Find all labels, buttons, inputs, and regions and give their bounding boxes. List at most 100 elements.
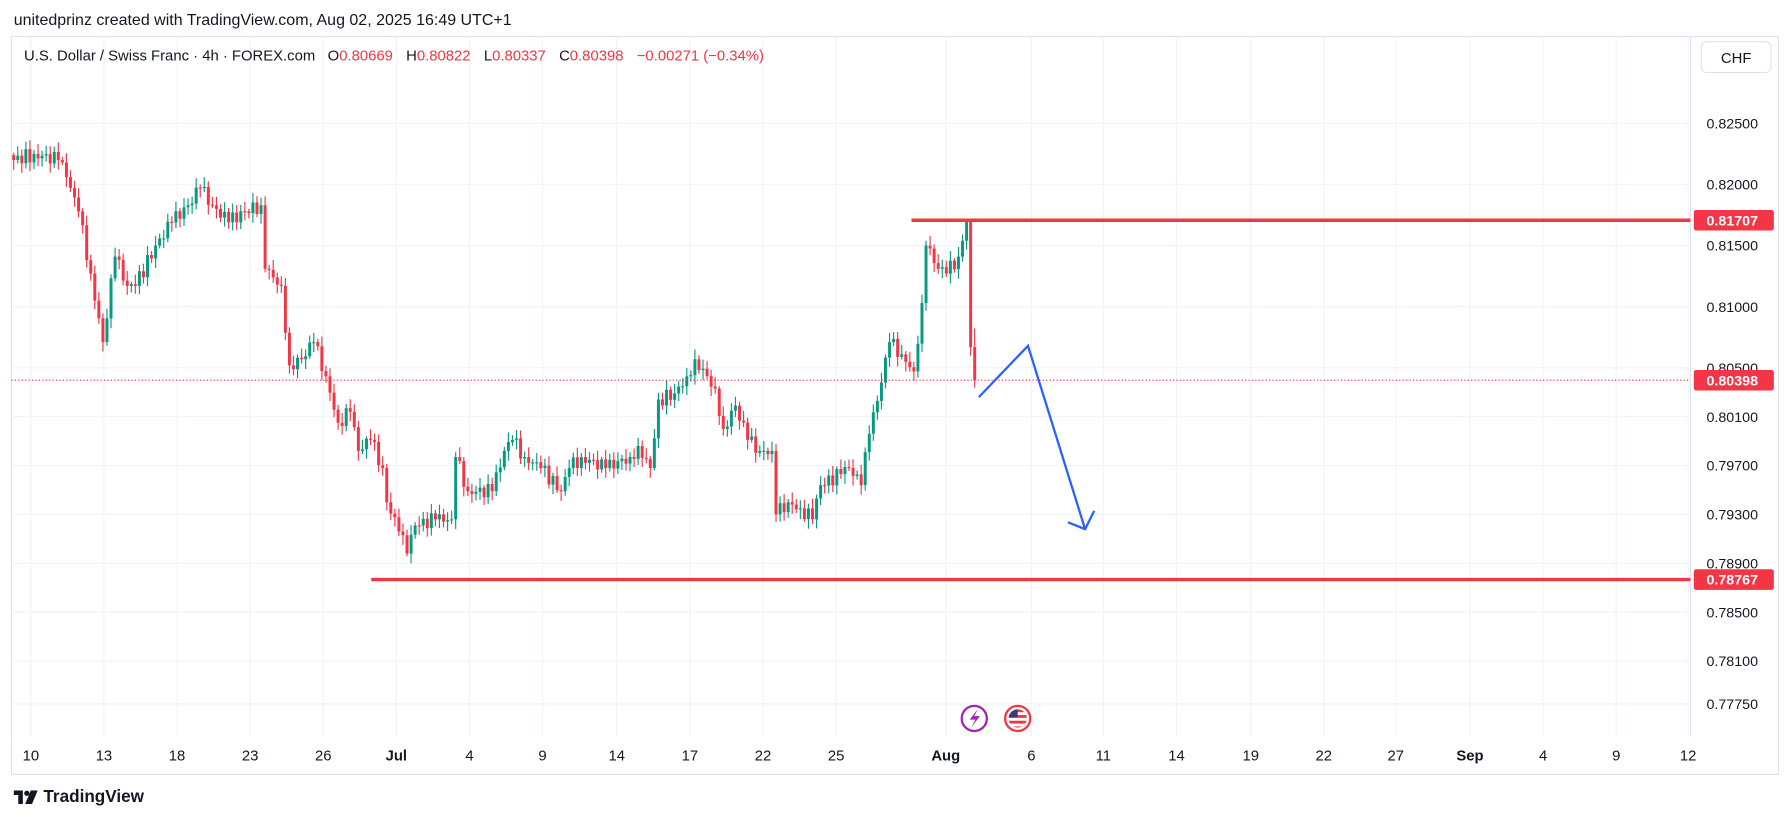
candle-body	[97, 300, 101, 319]
candle-body	[68, 177, 72, 188]
candle-body	[263, 205, 267, 269]
candle-body	[640, 446, 644, 458]
candle-body	[543, 465, 547, 469]
candle	[709, 369, 713, 397]
candle	[575, 447, 579, 477]
candle	[223, 202, 227, 227]
currency-button[interactable]: CHF	[1700, 41, 1772, 74]
candle	[624, 448, 628, 471]
candle	[97, 292, 101, 324]
candle-body	[600, 459, 604, 470]
candle	[190, 196, 194, 214]
candle	[24, 141, 28, 169]
candle-body	[397, 517, 401, 532]
candle-body	[474, 491, 478, 494]
grid	[11, 36, 1691, 737]
candle	[356, 420, 360, 461]
candle-body	[24, 149, 28, 164]
candle	[762, 441, 766, 461]
candle-body	[656, 399, 660, 439]
open-value: 0.80669	[339, 46, 393, 64]
time-axis[interactable]: 10 13 18 23 26 Jul 4 9 14 17 22 25 Aug 6 11 14 19 22 27 Sep…	[23, 749, 1697, 765]
candle	[835, 466, 839, 495]
candle	[109, 274, 113, 329]
tradingview-logo[interactable]: TradingView	[13, 787, 144, 806]
candle-body	[681, 386, 685, 388]
candle	[948, 251, 952, 284]
candle-body	[604, 459, 608, 469]
candle-body	[360, 449, 364, 451]
candle	[656, 392, 660, 448]
candle	[636, 437, 640, 465]
candle	[969, 220, 973, 356]
candle	[588, 452, 591, 472]
candle-body	[798, 508, 802, 510]
candle	[592, 453, 596, 466]
candle	[855, 470, 859, 480]
candle-body	[16, 155, 20, 161]
candle	[28, 140, 32, 172]
time-tick-label: 9	[1612, 749, 1620, 765]
candle	[405, 529, 409, 557]
candle-body	[433, 513, 437, 520]
candle	[677, 381, 681, 401]
candle-body	[109, 278, 113, 319]
candle-body	[182, 207, 186, 219]
candle	[89, 254, 93, 281]
candle	[531, 459, 535, 471]
candle	[324, 365, 328, 383]
candle	[884, 354, 887, 389]
candle-body	[624, 458, 628, 464]
candle-body	[413, 525, 417, 535]
price-tick-label: 0.78100	[1706, 654, 1758, 670]
candle-body	[340, 422, 344, 426]
candle-body	[956, 256, 960, 270]
candle	[279, 276, 283, 293]
candle-body	[839, 469, 843, 475]
candle	[20, 149, 24, 173]
candle	[470, 483, 474, 503]
time-tick-label: 14	[609, 749, 625, 765]
high-label: H	[406, 46, 417, 64]
change-value: −0.00271 (−0.34%)	[636, 46, 764, 64]
candle	[519, 430, 523, 465]
candle-body	[48, 154, 52, 164]
candle	[965, 219, 969, 250]
candle	[482, 485, 486, 506]
candle-body	[312, 342, 316, 344]
time-tick-label: 11	[1096, 749, 1111, 765]
candle	[133, 274, 137, 294]
candle-body	[729, 410, 733, 427]
candle-body	[701, 368, 705, 371]
candle-body	[843, 467, 847, 475]
candle	[162, 229, 166, 249]
candle-body	[665, 389, 669, 406]
candle	[292, 355, 295, 376]
candle	[551, 472, 555, 495]
projection-arrow[interactable]	[978, 343, 1087, 530]
candle	[543, 458, 547, 478]
candle-body	[510, 439, 514, 443]
candle	[815, 494, 819, 529]
candle-body	[81, 211, 85, 226]
candle-body	[458, 457, 462, 462]
candle	[612, 452, 616, 479]
candle-body	[551, 475, 555, 485]
drawings[interactable]	[11, 218, 1691, 582]
candle-body	[717, 388, 721, 416]
candle-body	[442, 514, 446, 522]
symbol-title[interactable]: U.S. Dollar / Swiss Franc · 4h · FOREX.c…	[23, 46, 316, 64]
us-flag-event-icon[interactable]	[1003, 704, 1032, 733]
candle	[725, 420, 729, 437]
price-axis[interactable]: 0.825000.820000.815000.810000.805000.801…	[1693, 116, 1774, 713]
event-lightning-icon[interactable]	[960, 704, 989, 733]
candle-body	[863, 452, 867, 486]
candle-body	[60, 160, 64, 163]
candle-body	[243, 211, 247, 213]
candle	[506, 432, 510, 461]
candle	[875, 395, 879, 420]
candle-body	[636, 446, 640, 459]
candle-body	[377, 441, 381, 466]
time-tick-label: 12	[1680, 749, 1697, 765]
